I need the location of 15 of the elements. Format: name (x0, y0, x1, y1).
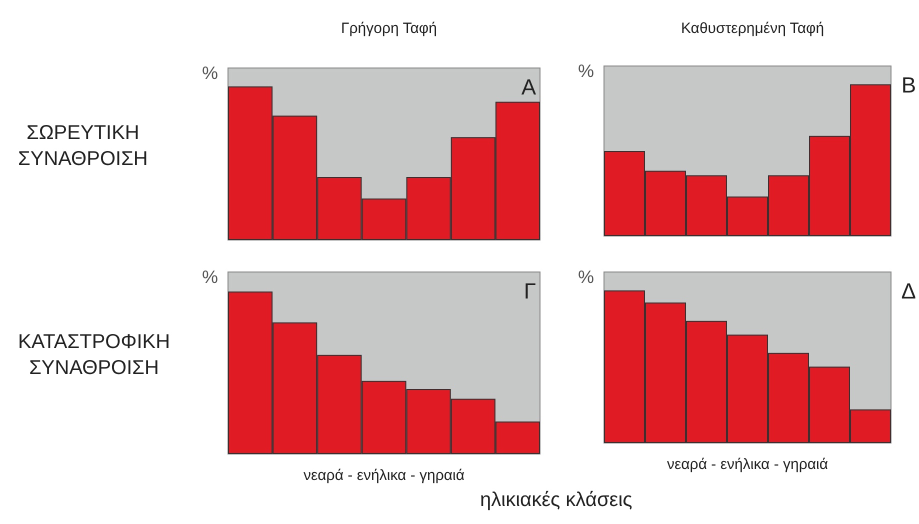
annotation: Γ (524, 278, 536, 304)
text: ηλικιακές κλάσεις (480, 489, 633, 511)
chart-title: Καθυστερημένη Ταφή (680, 20, 824, 37)
y-axis-title: % (578, 61, 594, 81)
x-axis-title: νεαρά - ενήλικα - γηραιά (666, 456, 828, 473)
text: ΣΩΡΕΥΤΙΚΗ ΣΥΝΑΘΡΟΙΣΗ (18, 122, 148, 170)
chart-title: Γρήγορη Ταφή (340, 20, 438, 37)
x-axis-title: νεαρά - ενήλικα - γηραιά (303, 467, 465, 484)
text: B (901, 72, 916, 98)
text: Δ (901, 278, 916, 304)
y-axis-title: % (202, 63, 218, 83)
text: ΚΑΤΑΣΤΡΟΦΙΚΗ ΣΥΝΑΘΡΟΙΣΗ (18, 331, 170, 379)
y-axis-title: % (202, 267, 218, 287)
annotation: A (521, 74, 536, 100)
y-axis-title: % (578, 267, 594, 287)
